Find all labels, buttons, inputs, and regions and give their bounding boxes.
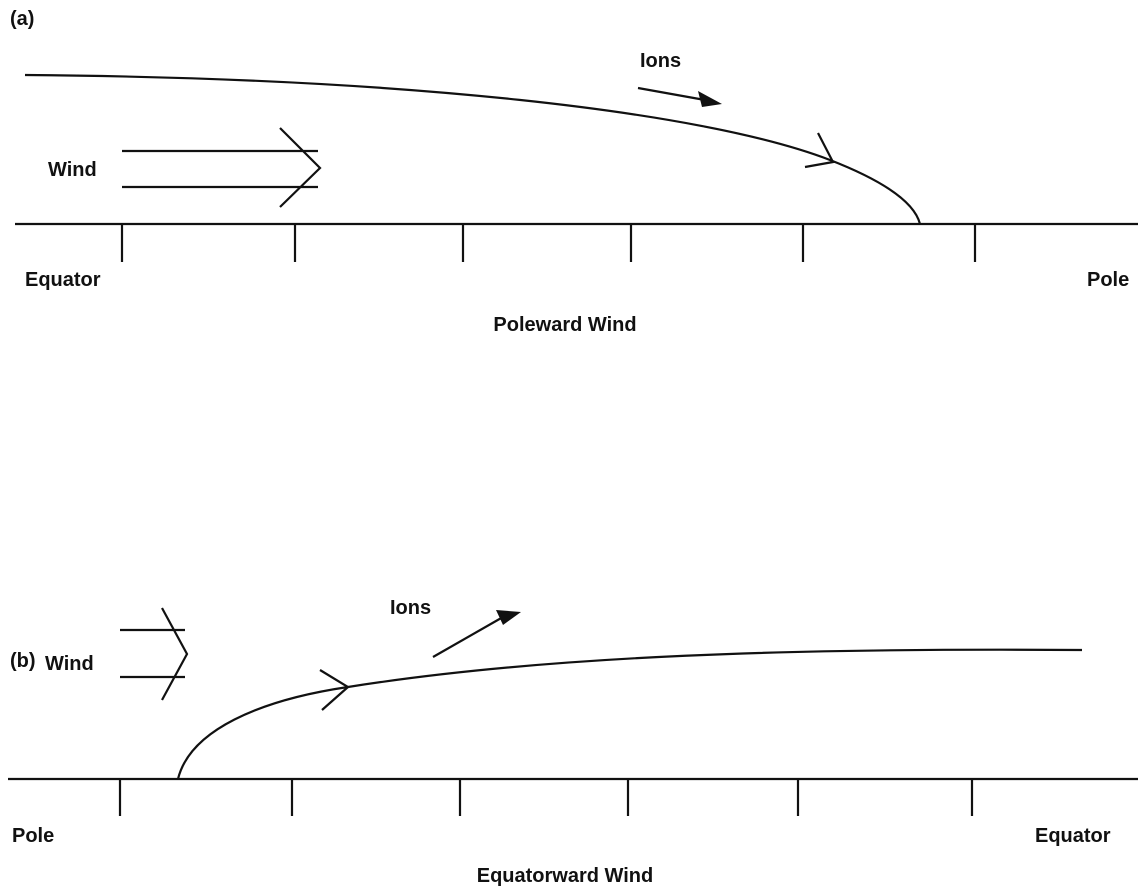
wind-label: Wind [48,159,97,181]
ions-arrow [432,616,504,658]
ions-arrowhead [698,91,722,107]
ions-label: Ions [640,50,681,72]
ion-path [176,648,1083,780]
ticks [120,224,977,262]
ions-arrow [637,86,706,102]
caption: Poleward Wind [493,314,636,336]
ticks [118,779,974,816]
wind-label: Wind [45,653,94,675]
ion-path [24,73,922,225]
panel-label: (a) [10,8,34,30]
wind-arrow [120,607,189,701]
right-label: Equator [1035,825,1111,847]
panel-label: (b) [10,650,36,672]
wind-arrow [122,127,322,208]
panel-a: (a) Ions Wind Equator Pole Poleward Wind [10,8,1138,336]
caption: Equatorward Wind [477,865,653,887]
path-arrowhead [319,669,350,711]
right-label: Pole [1087,269,1129,291]
ions-label: Ions [390,597,431,619]
panel-b: (b) Ions Wind Pole Equator Equatorward W… [8,597,1138,887]
left-label: Pole [12,825,54,847]
ions-arrowhead [496,610,521,625]
path-arrowhead [804,132,835,169]
left-label: Equator [25,269,101,291]
